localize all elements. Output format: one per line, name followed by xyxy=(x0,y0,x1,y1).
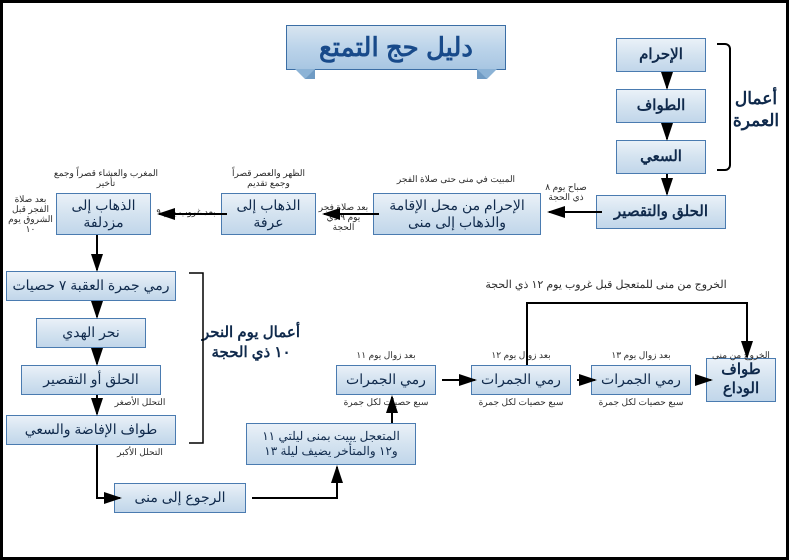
cap-tahalul-akbar: التحلل الأكبر xyxy=(110,448,170,458)
cap-mina: المبيت في منى حتى صلاة الفجر xyxy=(381,175,531,185)
node-halq: الحلق والتقصير xyxy=(596,195,726,229)
title-text: دليل حج التمتع xyxy=(319,32,473,62)
node-ihram: الإحرام xyxy=(616,38,706,72)
cap-day13: بعد زوال يوم ١٣ xyxy=(591,351,691,361)
node-rami2: رمي الجمرات xyxy=(471,365,571,395)
node-rami3: رمي الجمرات xyxy=(591,365,691,395)
cap-tahalul-asghar: التحلل الأصغر xyxy=(110,398,170,408)
node-rami1: رمي الجمرات xyxy=(336,365,436,395)
node-arafah: الذهاب إلى عرفة xyxy=(221,193,316,235)
cap-arafah-lbl: بعد صلاة فجر يوم ٩ ذي الحجة xyxy=(316,203,371,233)
umrah-bracket xyxy=(717,43,731,171)
cap-halq: صباح يوم ٨ ذي الحجة xyxy=(541,183,591,203)
cap-kharooj: الخروج من منى xyxy=(711,351,771,361)
node-jamrah-aqaba: رمي جمرة العقبة ٧ حصيات xyxy=(6,271,176,301)
cap-muz-top: المغرب والعشاء قصراً وجمع تأخير xyxy=(51,169,161,189)
node-muzdalifah: الذهاب إلى مزدلفة xyxy=(56,193,151,235)
node-tawaf-ifada: طواف الإفاضة والسعي xyxy=(6,415,176,445)
node-raje-mina: الرجوع إلى منى xyxy=(114,483,246,513)
cap-rami1: سبع حصيات لكل جمرة xyxy=(336,398,436,408)
node-halq-taqseer: الحلق أو التقصير xyxy=(21,365,161,395)
cap-day12: بعد زوال يوم ١٢ xyxy=(471,351,571,361)
cap-rami3: سبع حصيات لكل جمرة xyxy=(591,398,691,408)
cap-arafah-top: الظهر والعصر قصراً وجمع تقديم xyxy=(221,169,316,189)
cap-day11: بعد زوال يوم ١١ xyxy=(336,351,436,361)
node-nahr-hadi: نحر الهدي xyxy=(36,318,146,348)
cap-top-kharooj: الخروج من منى للمتعجل قبل غروب يوم ١٢ ذي… xyxy=(481,279,731,291)
label-nahr: أعمال يوم النحر ١٠ ذي الحجة xyxy=(186,323,316,362)
cap-rami2: سبع حصيات لكل جمرة xyxy=(471,398,571,408)
cap-muz-left: بعد صلاة الفجر قبل الشروق يوم ١٠ xyxy=(8,195,53,235)
label-umrah: أعمال العمرة xyxy=(732,88,780,132)
cap-muz-lbl: بعد غروب يوم ٩ xyxy=(156,208,216,218)
node-mutaajil: المتعجل يبيت بمنى ليلتي ١١ و١٢ والمتأخر … xyxy=(246,423,416,465)
node-ihram-mina: الإحرام من محل الإقامة والذهاب إلى منى xyxy=(373,193,541,235)
node-tawaf: الطواف xyxy=(616,89,706,123)
node-saei: السعي xyxy=(616,140,706,174)
node-tawaf-wada: طواف الوداع xyxy=(706,358,776,402)
flowchart-canvas: دليل حج التمتع الإحرام الطواف السعي الحل… xyxy=(0,0,789,560)
title-banner: دليل حج التمتع xyxy=(286,25,506,70)
